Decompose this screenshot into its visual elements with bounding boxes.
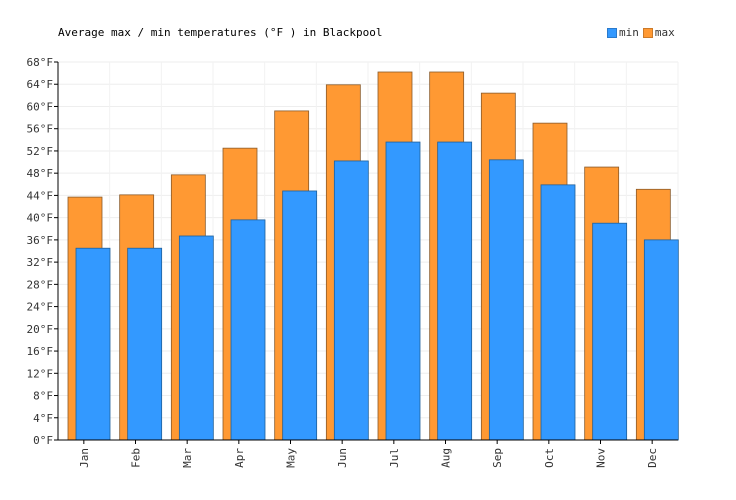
y-tick-label: 68°F bbox=[27, 56, 54, 69]
y-tick-label: 52°F bbox=[27, 145, 54, 158]
bar-min bbox=[230, 219, 266, 441]
y-tick-label: 44°F bbox=[27, 189, 54, 202]
y-tick-label: 64°F bbox=[27, 78, 54, 91]
legend-swatch-min bbox=[607, 27, 617, 38]
y-tick-label: 56°F bbox=[27, 123, 54, 136]
bar-min bbox=[282, 190, 318, 441]
bar-min bbox=[488, 159, 524, 441]
legend-swatch-max bbox=[642, 27, 653, 38]
y-tick-label: 12°F bbox=[27, 367, 54, 380]
bar-min bbox=[437, 141, 473, 441]
y-tick-label: 8°F bbox=[33, 390, 53, 403]
bar-min bbox=[127, 247, 163, 441]
x-tick-label: Sep bbox=[491, 448, 504, 468]
bar-min bbox=[75, 247, 111, 441]
bar-min bbox=[540, 184, 576, 441]
x-tick-label: May bbox=[285, 448, 298, 468]
x-tick-label: Feb bbox=[130, 448, 143, 468]
legend: min max bbox=[607, 26, 679, 39]
bar-min bbox=[385, 141, 421, 441]
x-tick-label: Dec bbox=[646, 448, 659, 468]
x-tick-label: Nov bbox=[595, 448, 608, 468]
x-tick-label: Jul bbox=[388, 448, 401, 468]
x-tick-label: Apr bbox=[233, 448, 246, 468]
y-tick-label: 0°F bbox=[33, 434, 53, 447]
y-tick-label: 20°F bbox=[27, 323, 54, 336]
y-tick-label: 60°F bbox=[27, 100, 54, 113]
legend-item-max: max bbox=[642, 26, 675, 39]
y-tick-label: 16°F bbox=[27, 345, 54, 358]
legend-label-max: max bbox=[654, 26, 675, 39]
y-tick-label: 48°F bbox=[27, 167, 54, 180]
y-tick-label: 32°F bbox=[27, 256, 54, 269]
y-tick-label: 40°F bbox=[27, 212, 54, 225]
x-tick-label: Aug bbox=[440, 448, 453, 468]
x-tick-label: Jan bbox=[78, 448, 91, 468]
legend-item-min: min bbox=[607, 26, 639, 39]
chart-title: Average max / min temperatures (°F ) in … bbox=[58, 26, 383, 39]
bar-min bbox=[592, 222, 628, 441]
x-tick-label: Jun bbox=[336, 448, 349, 468]
x-tick-label: Mar bbox=[181, 448, 194, 468]
y-tick-label: 24°F bbox=[27, 301, 54, 314]
bar-min bbox=[178, 235, 214, 441]
x-tick-label: Oct bbox=[543, 448, 556, 468]
y-tick-label: 4°F bbox=[33, 412, 53, 425]
legend-label-min: min bbox=[619, 26, 639, 39]
y-tick-label: 28°F bbox=[27, 278, 54, 291]
bar-min bbox=[333, 160, 369, 441]
y-tick-label: 36°F bbox=[27, 234, 54, 247]
bar-min bbox=[643, 239, 679, 441]
